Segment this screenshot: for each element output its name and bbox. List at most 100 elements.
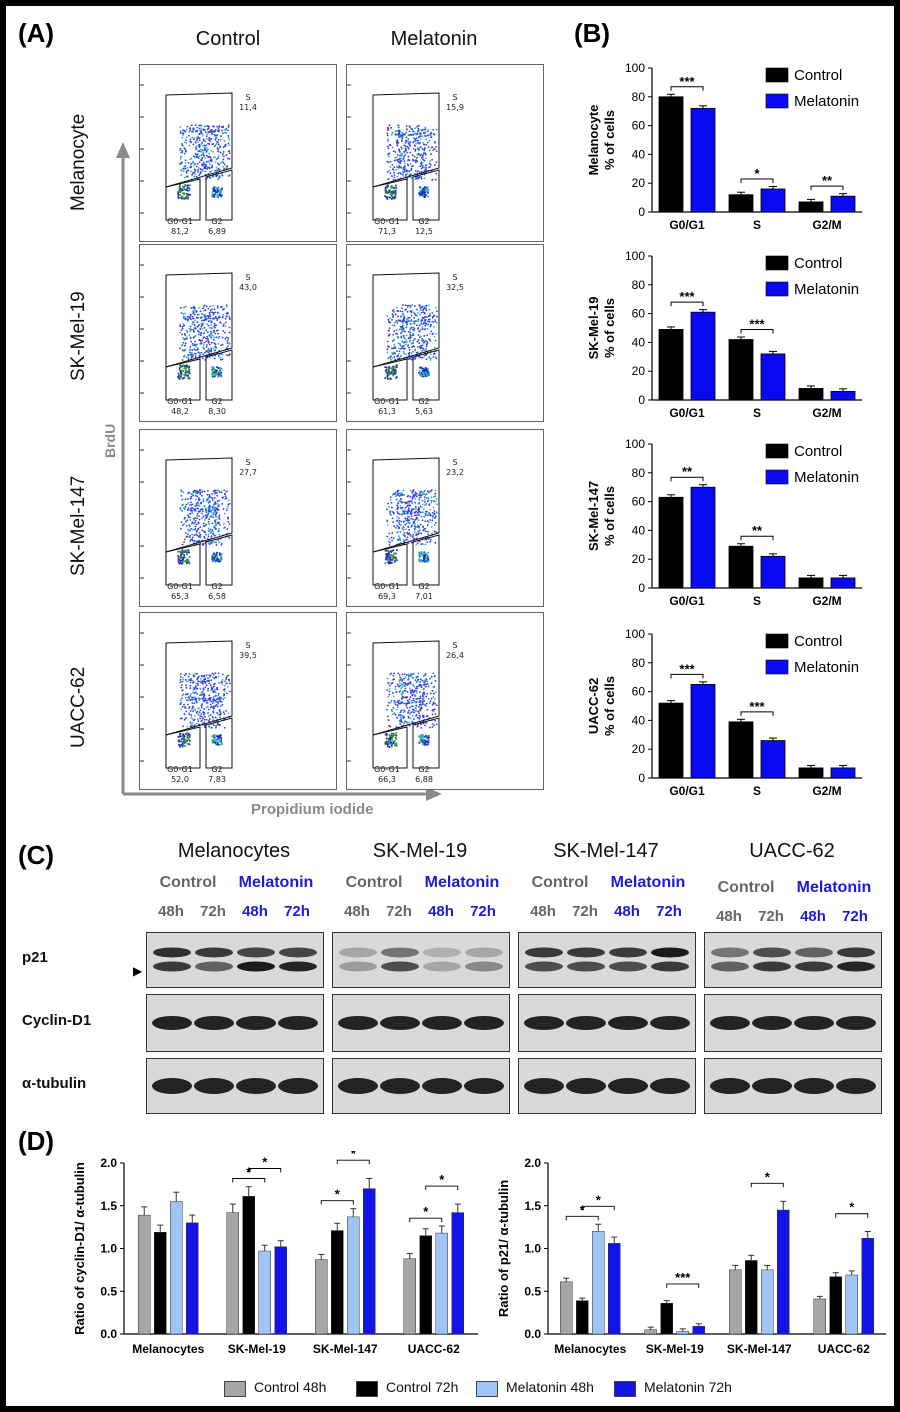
y-tick-label: 1.0 [524, 1242, 541, 1256]
significance-bracket [666, 1283, 700, 1288]
bar-control-48h [729, 1269, 742, 1335]
blot-band [422, 1016, 462, 1030]
legend-label-melatonin: Melatonin [794, 659, 859, 676]
blot-band [710, 1078, 750, 1094]
bar-control-72h [660, 1302, 673, 1335]
blot-band [525, 961, 563, 972]
y-tick-label: 0.5 [100, 1284, 117, 1298]
blot-band [795, 947, 833, 958]
bar-control-48h [138, 1214, 151, 1335]
blot-band [464, 1078, 504, 1094]
blot-band [464, 1016, 504, 1030]
bar-control-72h [745, 1260, 758, 1335]
y-tick-label: 40 [632, 147, 646, 161]
significance-bracket [320, 1200, 354, 1205]
timepoint-label: 72h [572, 903, 598, 920]
blot-band [339, 947, 377, 958]
panel-d-label: (D) [18, 1126, 55, 1156]
g2-gate-label: G2 [211, 217, 223, 226]
bar-chart-b2: 0 20 40 60 80 100 SK-Mel-19% of cells G0/G1 S G2/… [574, 246, 874, 426]
legend-swatch-control [765, 67, 789, 83]
significance-label: ** [682, 464, 693, 479]
panel-b-label: (B) [574, 18, 611, 48]
g2-gate-label: G2 [418, 217, 430, 226]
y-tick-label: 0 [638, 393, 645, 407]
bar-melatonin-g2m [830, 195, 856, 213]
timepoint-label: 48h [716, 908, 742, 925]
s-gate-label: S [245, 641, 251, 650]
x-tick-label: G2/M [812, 218, 841, 232]
g2-phase-value: 7,83 [208, 775, 226, 784]
y-axis-label-brdu: BrdU [102, 423, 118, 458]
bar-melatonin-48h [592, 1231, 605, 1335]
blot-band [194, 1078, 234, 1094]
s-phase-value: 11,4 [239, 103, 257, 112]
bar-melatonin-48h [258, 1250, 271, 1335]
y-tick-label: 60 [632, 119, 646, 133]
panel-c-label: (C) [18, 840, 55, 870]
significance-bracket [810, 185, 844, 191]
col-header-control: Control [195, 28, 261, 50]
timepoint-label: 72h [470, 903, 496, 920]
y-axis-label-line2: % of cells [602, 676, 617, 736]
significance-bracket [670, 673, 704, 679]
bar-control-g0g1 [658, 96, 684, 213]
bar-melatonin-48h [761, 1269, 774, 1335]
y-tick-label: 1.0 [100, 1242, 117, 1256]
blot-band [465, 947, 503, 958]
significance-bracket [670, 86, 704, 91]
legend-swatch-melatonin [765, 93, 789, 109]
significance-bracket [670, 476, 704, 482]
legend-swatch-control-72h [356, 1381, 378, 1397]
bar-melatonin-72h [861, 1237, 874, 1335]
bar-control-72h [242, 1196, 255, 1335]
g2-phase-value: 6,88 [415, 775, 433, 784]
figure-frame: (A) (B) (C) (D) Control Melatonin Melano… [6, 6, 894, 1406]
g0g1-gate-label: G0-G1 [374, 765, 400, 774]
significance-label: * [351, 1151, 357, 1161]
y-tick-label: 60 [632, 685, 646, 699]
blot-band [752, 1016, 792, 1030]
y-tick-label: 40 [632, 335, 646, 349]
p21-band-arrow: ▶ [133, 964, 143, 978]
protein-label-0: p21 [22, 949, 48, 966]
x-tick-label: S [753, 406, 761, 420]
s-phase-value: 27,7 [239, 468, 257, 477]
blot-band [237, 947, 275, 958]
blot-group-title: SK-Mel-147 [553, 840, 659, 862]
significance-label: * [423, 1204, 429, 1219]
g2-phase-value: 6,89 [208, 227, 226, 236]
blot-strip [704, 1058, 882, 1114]
blot-band [380, 1016, 420, 1030]
blot-band [753, 961, 791, 972]
y-tick-label: 1.5 [524, 1199, 541, 1213]
y-tick-label: 2.0 [100, 1156, 117, 1170]
blot-band [278, 1078, 318, 1094]
significance-label: *** [679, 74, 695, 89]
condition-label-melatonin: Melatonin [610, 874, 686, 891]
blot-group-title: Melanocytes [177, 840, 291, 862]
condition-label-control: Control [531, 874, 589, 891]
significance-label: * [849, 1200, 855, 1215]
timepoint-label: 48h [242, 903, 268, 920]
blot-band [422, 1078, 462, 1094]
blot-band [153, 961, 191, 972]
y-tick-label: 80 [632, 278, 646, 292]
s-phase-value: 23,2 [446, 468, 464, 477]
blot-band [339, 961, 377, 972]
x-tick-label: Melanocytes [132, 1342, 204, 1356]
significance-bracket [581, 1205, 615, 1211]
significance-label: *** [749, 317, 765, 332]
condition-label-melatonin: Melatonin [238, 874, 314, 891]
bar-control-72h [331, 1230, 344, 1335]
bar-melatonin-72h [186, 1222, 199, 1335]
blot-band [836, 1016, 876, 1030]
g2-gate-label: G2 [418, 765, 430, 774]
row-label-sk-mel-147: SK-Mel-147 [68, 475, 89, 576]
bar-melatonin-s [760, 353, 786, 401]
blot-band [837, 947, 875, 958]
blot-band [567, 947, 605, 958]
y-axis-label-cell-line: UACC-62% of cells [586, 676, 617, 736]
bar-control-72h [419, 1235, 432, 1335]
y-tick-label: 20 [632, 552, 646, 566]
